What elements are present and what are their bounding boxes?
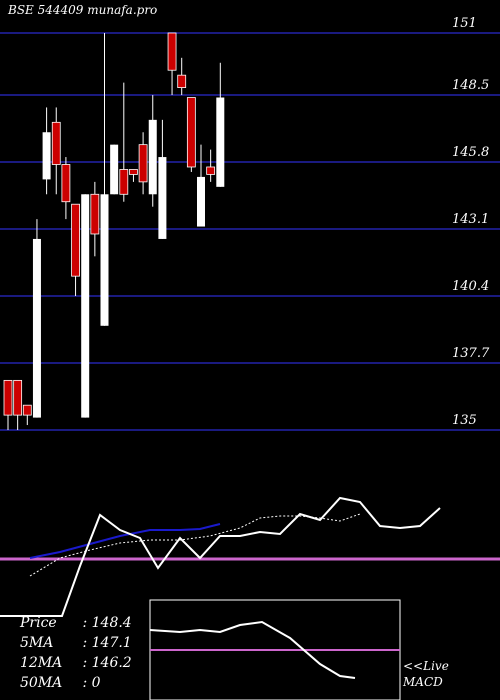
candle-body [100, 194, 109, 326]
price-axis-labels: 151 148.5 145.8 143.1 140.4 137.7 135 [452, 16, 490, 428]
price-tick-label: 148.5 [452, 78, 489, 93]
candle-body [158, 157, 167, 239]
legend-price-sep: : [82, 615, 88, 631]
live-macd-label-line2: MACD [403, 675, 443, 689]
candle-body [71, 203, 80, 277]
live-macd-label: <<Live MACD [403, 658, 449, 690]
legend-price-value: 148.4 [91, 615, 132, 631]
price-tick-label: 151 [452, 16, 477, 31]
candle-body [167, 32, 177, 71]
candle-body [22, 404, 32, 416]
legend-50ma-key: 50MA [20, 675, 63, 691]
candle-body [206, 166, 216, 175]
candlestick-series [3, 32, 225, 430]
candle-body [186, 97, 196, 168]
site-label: BSE 544409 munafa.pro [8, 3, 158, 17]
price-tick-label: 143.1 [452, 212, 489, 227]
candle-body [119, 169, 129, 195]
candle-body [51, 121, 61, 165]
price-tick-label: 135 [452, 413, 477, 428]
legend-12ma-value: 146.2 [91, 655, 132, 671]
oscillator-panel [0, 496, 500, 617]
candle-body [129, 169, 138, 175]
candle-body [3, 379, 13, 416]
legend-12ma-sep: : [82, 655, 88, 671]
candle-body [148, 119, 157, 195]
macd-panel [149, 599, 401, 700]
candle-body [216, 97, 225, 187]
candle-body [110, 144, 119, 195]
price-tick-label: 145.8 [452, 145, 489, 160]
candle-body [13, 379, 23, 416]
candle-body [61, 164, 71, 203]
legend-50ma: 50MA : 0 [20, 673, 101, 693]
legend-5ma-value: 147.1 [91, 635, 132, 651]
legend-price-key: Price [20, 615, 57, 631]
live-macd-label-line1: <<Live [403, 659, 449, 673]
legend-5ma-sep: : [82, 635, 88, 651]
legend-50ma-sep: : [82, 675, 88, 691]
candle-body [81, 194, 90, 418]
legend-12ma: 12MA : 146.2 [20, 653, 132, 673]
candle-body [90, 193, 100, 235]
candle-body [42, 132, 51, 180]
candle-body [177, 74, 187, 88]
candle-body [32, 238, 41, 418]
legend-5ma-key: 5MA [20, 635, 54, 651]
oscillator-dotted-line [29, 513, 361, 577]
legend-5ma: 5MA : 147.1 [20, 633, 132, 653]
oscillator-line [0, 496, 441, 617]
candle-body [197, 176, 205, 227]
legend-12ma-key: 12MA [20, 655, 63, 671]
price-tick-label: 137.7 [452, 346, 490, 361]
legend-50ma-value: 0 [91, 675, 101, 691]
price-tick-label: 140.4 [452, 279, 489, 294]
oscillator-ma-line [29, 523, 221, 559]
candle-body [138, 144, 148, 183]
macd-line [149, 620, 356, 679]
legend-price: Price : 148.4 [20, 613, 132, 633]
